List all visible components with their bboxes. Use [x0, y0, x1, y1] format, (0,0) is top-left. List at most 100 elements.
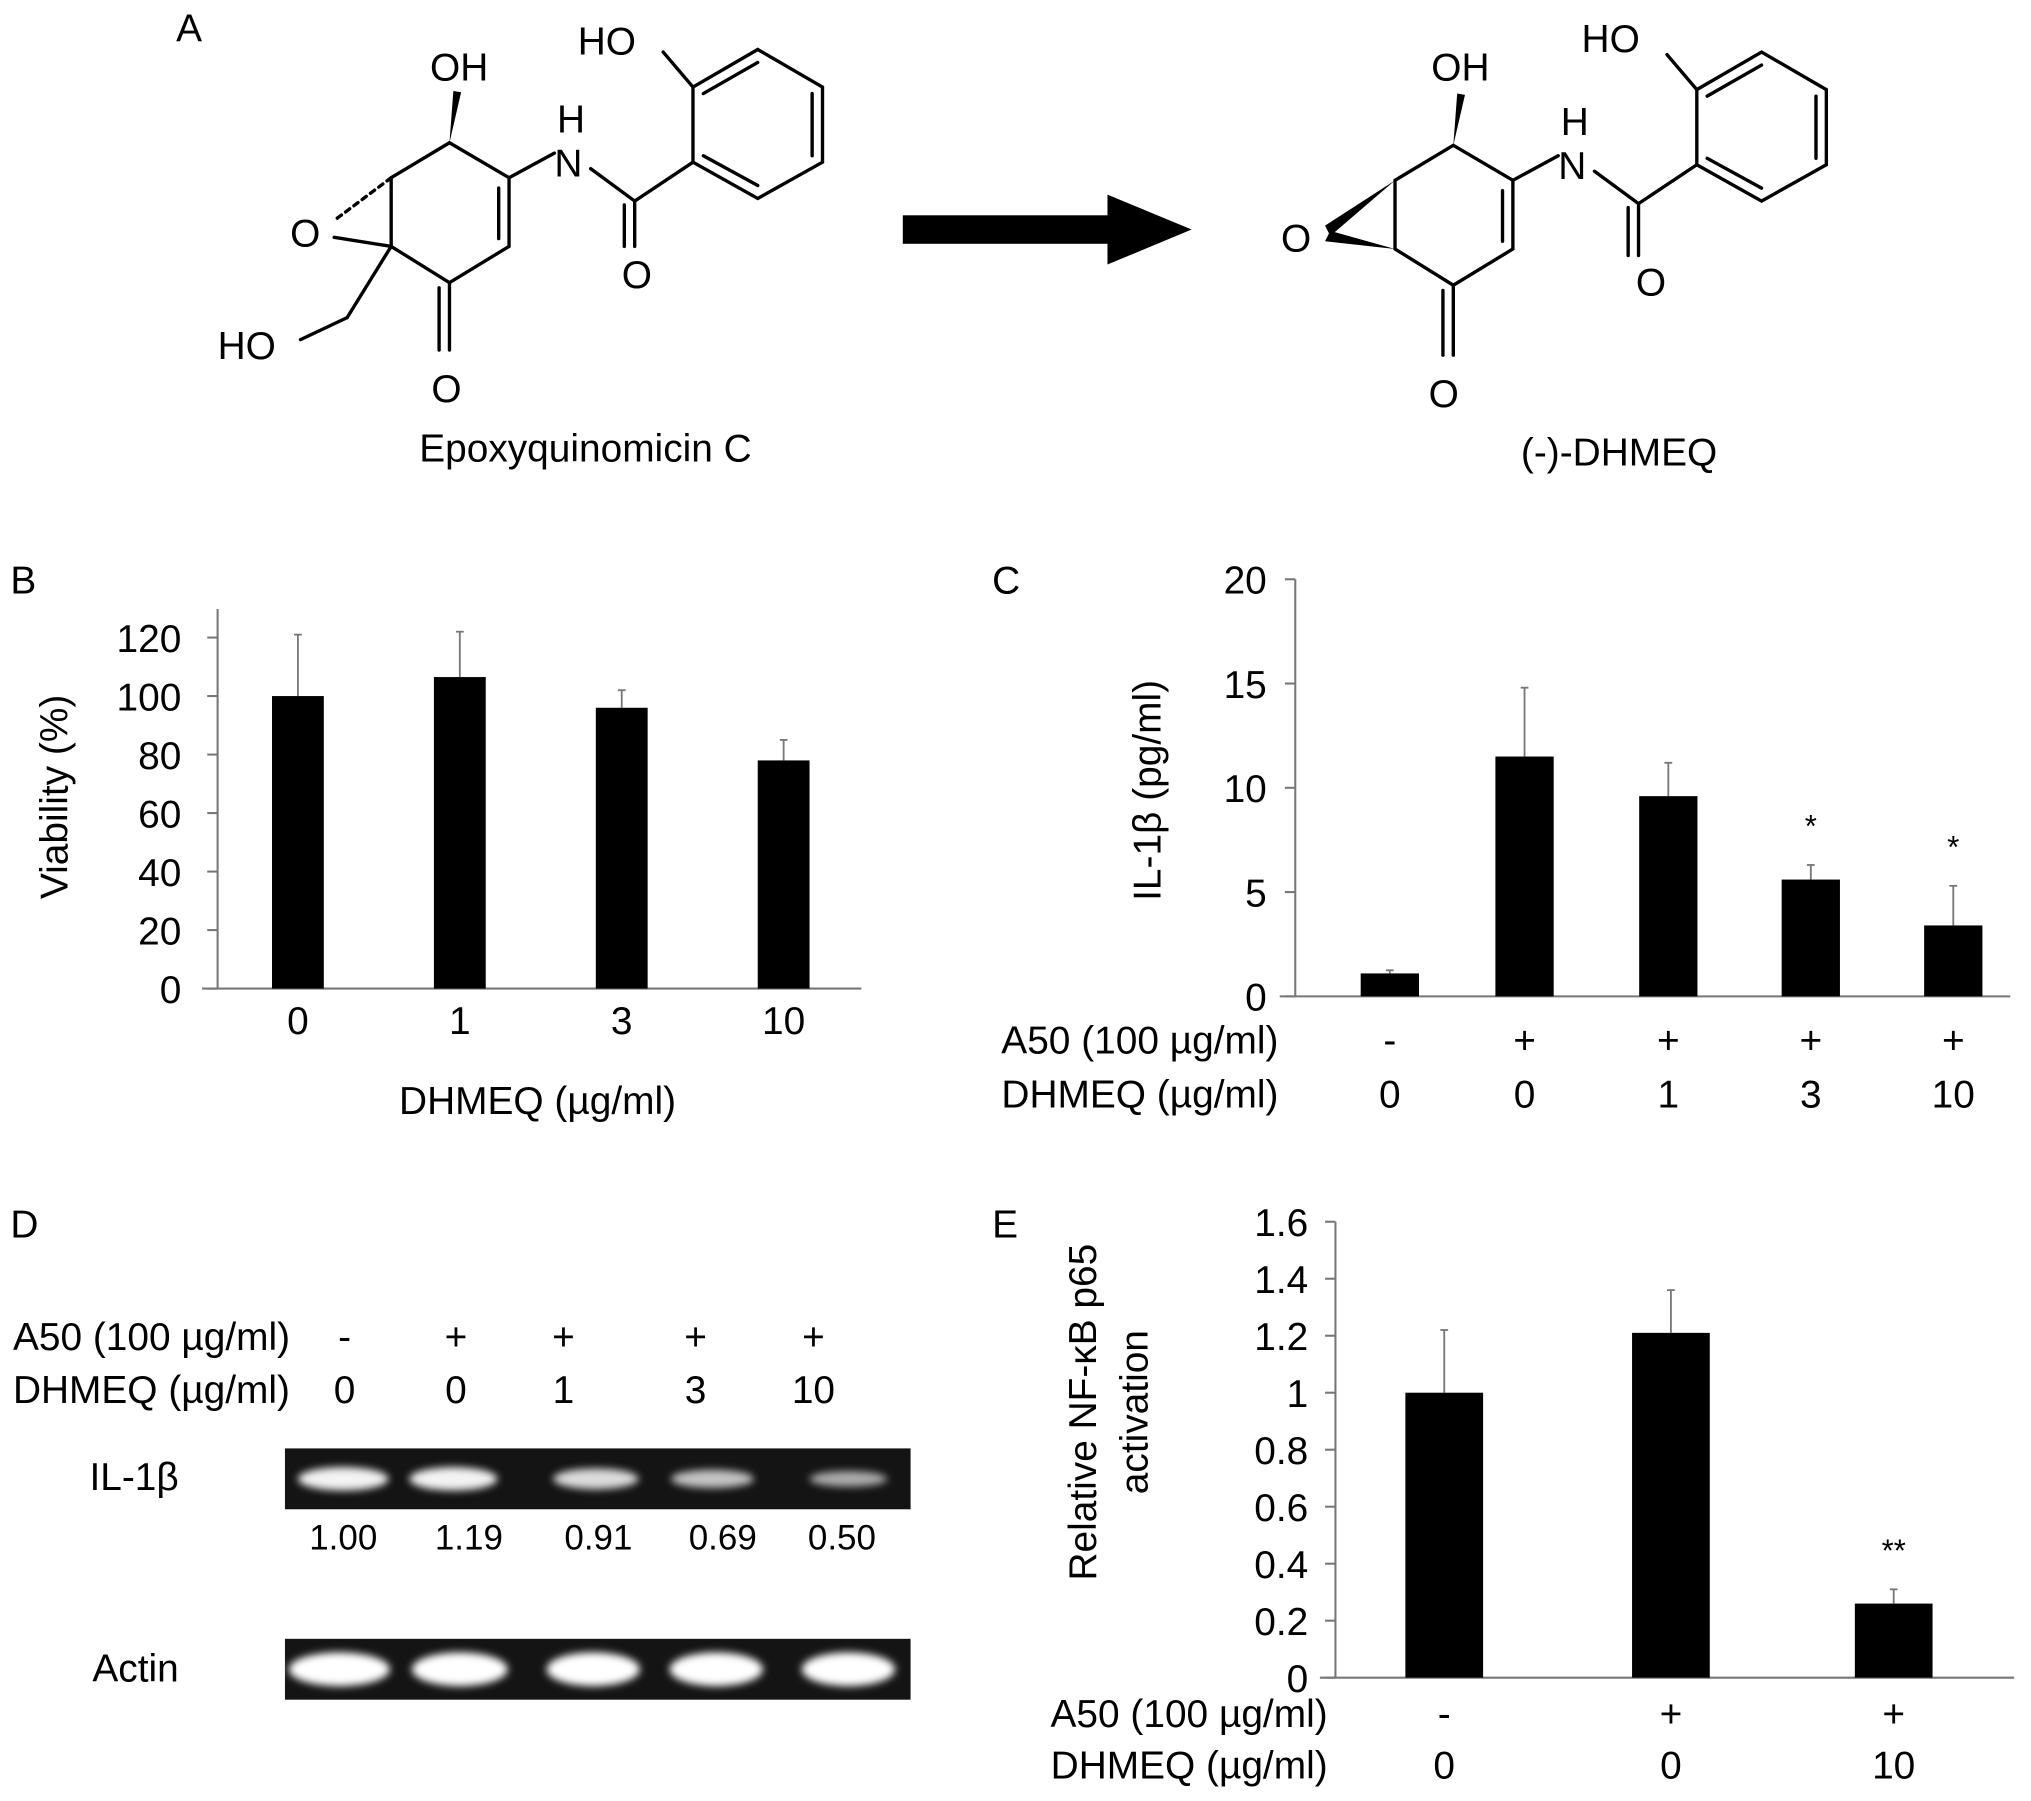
row-label: DHMEQ (µg/ml)	[1051, 1745, 1328, 1788]
band-intensity-value: 0.69	[689, 1518, 757, 1557]
x-tick-label: 3	[611, 1000, 633, 1043]
bar	[757, 760, 810, 989]
y-tick-label: 0.6	[1254, 1487, 1308, 1530]
bar	[595, 707, 648, 989]
y-tick-label: 1.6	[1254, 1202, 1308, 1245]
compound-name-left: Epoxyquinomicin C	[419, 427, 752, 470]
gel-band	[670, 1469, 754, 1488]
y-tick-label: 1	[1287, 1373, 1309, 1416]
bar	[1495, 756, 1554, 997]
y-tick-label: 0	[160, 969, 182, 1012]
atom-o: O	[290, 212, 320, 255]
x-axis-label: DHMEQ (µg/ml)	[399, 1080, 676, 1123]
panel-label-d: D	[10, 1203, 38, 1246]
y-tick-label: 20	[1224, 560, 1267, 603]
bar	[1405, 1392, 1484, 1678]
condition-value: +	[552, 1316, 575, 1359]
significance-marker: **	[1882, 1533, 1906, 1568]
bar	[1639, 796, 1698, 997]
bar	[433, 677, 486, 989]
gel-label: Actin	[92, 1648, 178, 1691]
y-tick-label: 20	[138, 910, 181, 953]
condition-value: +	[1657, 1019, 1680, 1062]
condition-value: 3	[1800, 1074, 1822, 1117]
condition-value: 10	[1872, 1745, 1915, 1788]
atom-h: H	[1561, 101, 1589, 144]
y-tick-label: 1.4	[1254, 1259, 1308, 1302]
condition-value: +	[684, 1316, 707, 1359]
condition-value: 1	[1658, 1074, 1680, 1117]
gel-band	[669, 1652, 763, 1687]
y-tick-label: 5	[1245, 872, 1267, 915]
significance-marker: *	[1805, 808, 1817, 843]
gel-band	[546, 1652, 640, 1687]
gel-band	[297, 1467, 389, 1491]
structure-dhmeq: OH H N O HO O O	[1281, 18, 1829, 416]
y-axis-label: IL-1β (pg/ml)	[1127, 680, 1170, 901]
atom-o: O	[1636, 262, 1666, 305]
band-intensity-value: 0.50	[808, 1518, 876, 1557]
y-tick-label: 0.2	[1254, 1601, 1308, 1644]
condition-value: 3	[685, 1369, 707, 1412]
panel-label-a: A	[176, 8, 202, 51]
y-tick-label: 0	[1245, 977, 1267, 1020]
atom-o: O	[1281, 218, 1311, 261]
y-tick-label: 120	[117, 618, 182, 661]
y-tick-label: 100	[117, 676, 182, 719]
band-intensity-value: 1.00	[309, 1518, 377, 1557]
bar	[1360, 973, 1419, 997]
atom-ho: HO	[578, 21, 636, 64]
x-tick-label: 0	[287, 1000, 309, 1043]
atom-ho: HO	[218, 325, 276, 368]
right-arrow-icon	[902, 194, 1192, 265]
y-tick-label: 15	[1224, 664, 1267, 707]
gel-band	[801, 1652, 896, 1687]
y-axis-label-line2: activation	[1114, 1330, 1157, 1494]
atom-o: O	[622, 254, 652, 297]
atom-h: H	[557, 98, 585, 141]
row-label: A50 (100 µg/ml)	[13, 1316, 290, 1359]
condition-value: +	[1942, 1019, 1965, 1062]
condition-value: 10	[792, 1369, 835, 1412]
bar	[1632, 1332, 1710, 1678]
y-axis-label: Relative NF-κB p65	[1062, 1244, 1105, 1581]
chart-viability: 0 20 40 60 80 100 120 0 1 3 10 DHMEQ (µg/ml) Viabili…	[33, 609, 862, 1123]
row-label: A50 (100 µg/ml)	[1051, 1693, 1328, 1736]
panel-label-b: B	[10, 560, 36, 603]
x-tick-label: 1	[449, 1000, 471, 1043]
panel-label-e: E	[992, 1203, 1018, 1246]
atom-ho: HO	[1582, 18, 1640, 61]
condition-value: 1	[553, 1369, 575, 1412]
y-tick-label: 0.8	[1254, 1430, 1308, 1473]
condition-value: +	[445, 1316, 468, 1359]
gel-panel: A50 (100 µg/ml) - + + + + DHMEQ (µg/ml) 0 0 1 3 10 I…	[13, 1316, 911, 1700]
atom-oh: OH	[430, 47, 488, 90]
condition-value: 0	[334, 1369, 356, 1412]
x-tick-label: 10	[762, 1000, 805, 1043]
panel-label-c: C	[992, 560, 1020, 603]
row-label: A50 (100 µg/ml)	[1001, 1019, 1278, 1062]
atom-o: O	[431, 368, 461, 411]
bar	[1781, 879, 1840, 997]
atom-oh: OH	[1431, 47, 1489, 90]
gel-band	[411, 1652, 508, 1687]
atom-n: N	[554, 142, 582, 185]
condition-value: 0	[1660, 1745, 1682, 1788]
condition-value: -	[1383, 1019, 1396, 1062]
gel-label: IL-1β	[89, 1456, 178, 1499]
y-tick-label: 0	[1287, 1658, 1309, 1701]
condition-value: 10	[1932, 1074, 1975, 1117]
y-tick-label: 60	[138, 793, 181, 836]
condition-value: -	[1438, 1693, 1451, 1736]
atom-o: O	[1429, 373, 1459, 416]
gel-band	[809, 1471, 888, 1487]
gel-band	[409, 1467, 498, 1491]
atom-n: N	[1558, 145, 1586, 188]
condition-value: +	[1799, 1019, 1822, 1062]
y-axis-label: Viability (%)	[33, 695, 76, 899]
row-label: DHMEQ (µg/ml)	[13, 1369, 290, 1412]
condition-value: 0	[1514, 1074, 1536, 1117]
condition-value: +	[802, 1316, 825, 1359]
y-tick-label: 80	[138, 735, 181, 778]
